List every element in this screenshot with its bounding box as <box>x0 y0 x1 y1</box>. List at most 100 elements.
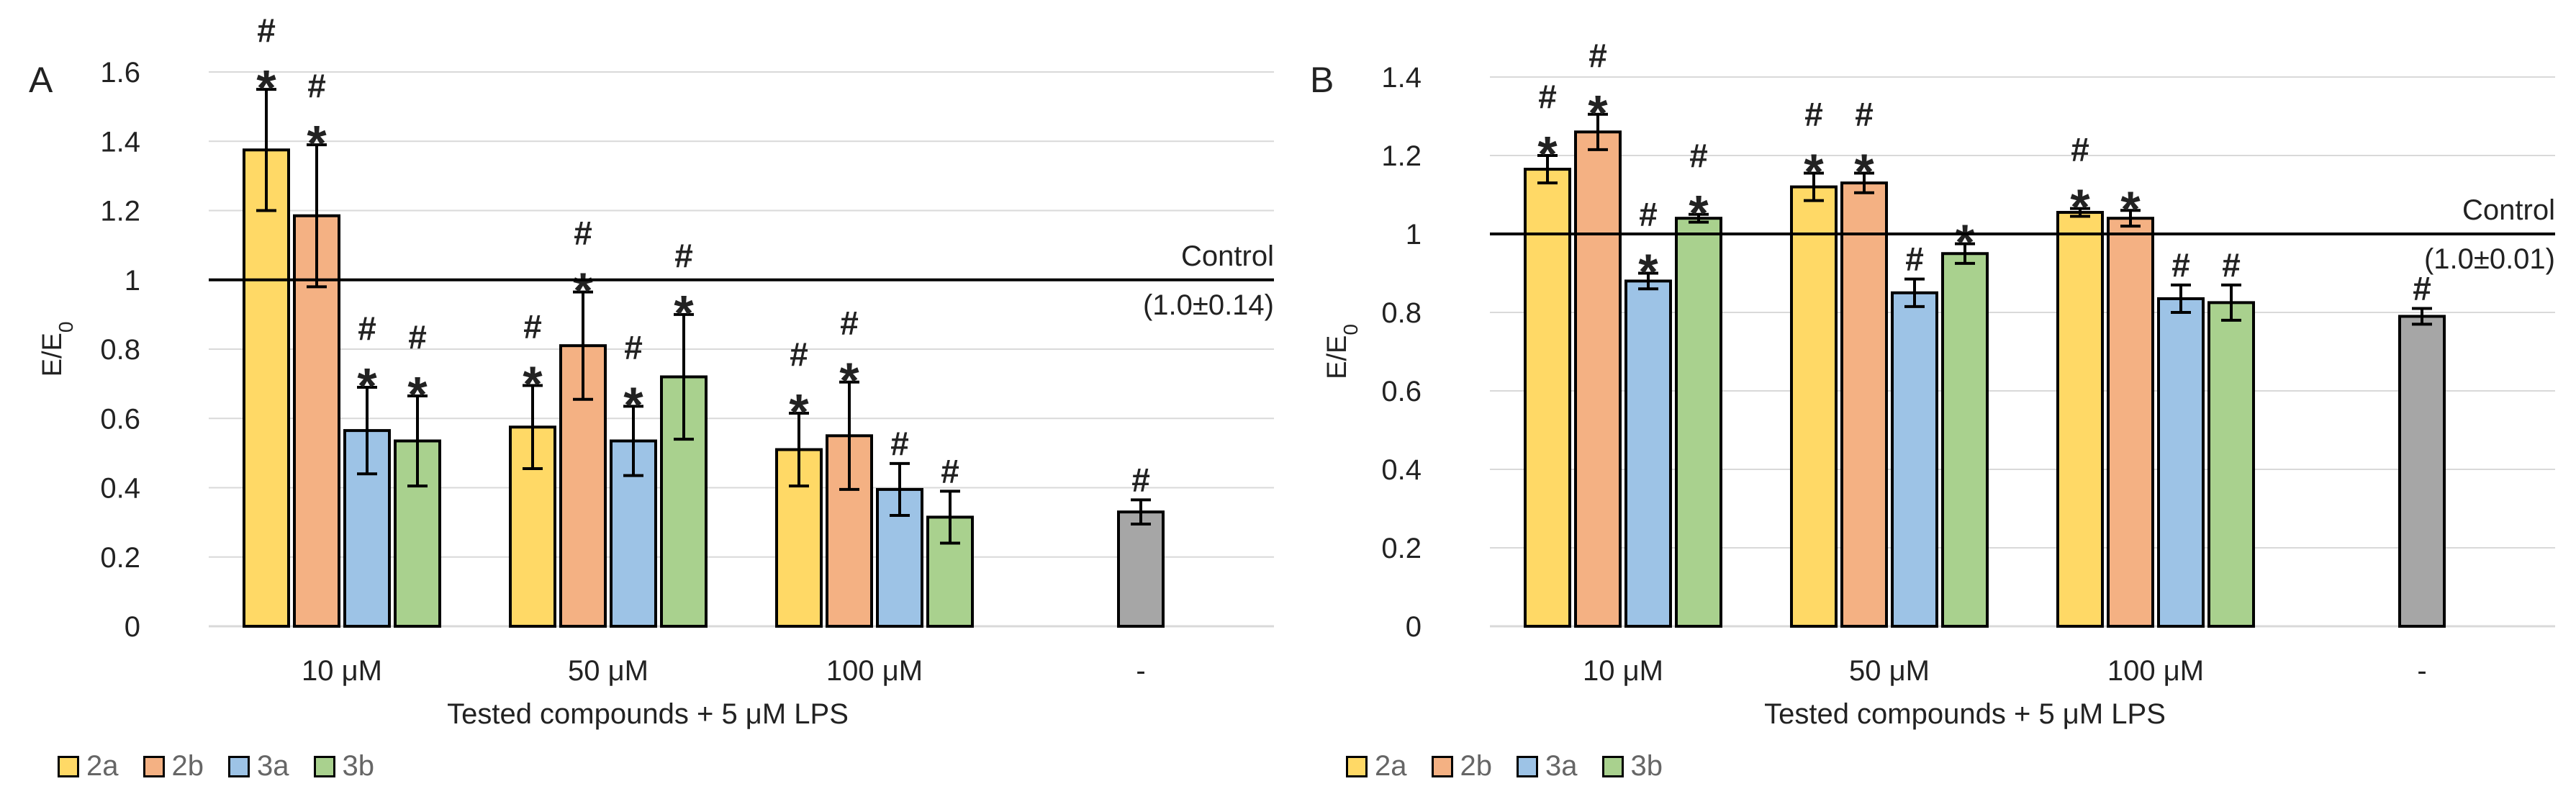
chart-b-legend-label: 2a <box>1375 750 1407 782</box>
chart-a-legend-item-2a: 2a <box>58 750 119 782</box>
chart-b-significance-hash: # <box>2413 270 2431 307</box>
chart-a-significance-hash: # <box>674 237 693 274</box>
chart-b-significance-hash: # <box>1639 196 1658 233</box>
chart-a-significance-hash: # <box>307 67 326 104</box>
chart-b-ytick-label: 0.8 <box>1381 297 1422 329</box>
chart-a-y-axis-label-sub: 0 <box>55 322 77 333</box>
chart-b-panel-label: B <box>1310 60 1334 100</box>
chart-a-significance-star: * <box>357 358 377 414</box>
chart-b-significance-star: * <box>1804 144 1824 200</box>
chart-panel-b: B 0 0.2 0.4 0.6 0.8 1 1.2 1.4 E/E0 * # * # * # * #10 μM * #… <box>1288 0 2576 812</box>
chart-a-significance-star: * <box>407 366 428 423</box>
chart-a-significance-star: * <box>573 263 593 319</box>
chart-b-ytick-label: 1.4 <box>1381 62 1422 94</box>
chart-a-legend-item-2b: 2b <box>143 750 204 782</box>
chart-a-significance-hash: # <box>941 452 959 490</box>
chart-b-significance-hash: # <box>2171 246 2190 284</box>
chart-b-ytick-label: 1 <box>1406 219 1422 251</box>
chart-a-bar-LPS-3 <box>1117 510 1165 628</box>
chart-a-significance-hash: # <box>408 318 427 356</box>
chart-a-significance-hash: # <box>257 12 276 49</box>
chart-b-xtick-label: - <box>2417 655 2426 687</box>
chart-b-bar-LPS-3 <box>2398 315 2446 628</box>
chart-a-legend-item-3b: 3b <box>313 750 375 782</box>
chart-a-xtick-label: - <box>1136 655 1145 687</box>
chart-b-significance-star: * <box>1854 144 1874 200</box>
chart-b-significance-hash: # <box>1588 37 1607 74</box>
chart-a-significance-hash: # <box>1131 461 1150 498</box>
chart-b-legend: 2a 2b 3a 3b <box>1346 750 1663 782</box>
chart-a-significance-hash: # <box>358 310 376 347</box>
chart-a-legend-swatch <box>58 755 79 777</box>
chart-b-bar-3b-0 <box>1675 217 1722 628</box>
chart-b-bar-3a-0 <box>1624 279 1672 628</box>
chart-b-significance-star: * <box>2120 181 2141 237</box>
chart-a-ytick-label: 0.6 <box>100 403 140 435</box>
chart-b-legend-swatch <box>1346 755 1368 777</box>
chart-b-xtick-label: 100 μM <box>2107 655 2204 687</box>
chart-b-significance-hash: # <box>1804 96 1823 133</box>
chart-b-significance-hash: # <box>2071 131 2089 168</box>
chart-a-ytick-label: 0.4 <box>100 473 140 505</box>
chart-a-legend-swatch <box>143 755 165 777</box>
chart-a-bar-2a-0 <box>243 148 290 628</box>
chart-a-ytick-label: 1.6 <box>100 57 140 89</box>
chart-b-y-axis-label-sub: 0 <box>1339 324 1362 335</box>
chart-a-significance-star: * <box>307 115 327 171</box>
chart-b-significance-star: * <box>1537 126 1558 182</box>
chart-b-x-axis-title: Tested compounds + 5 μM LPS <box>1764 698 2166 730</box>
chart-b-legend-swatch <box>1601 755 1624 777</box>
chart-b-legend-item-2a: 2a <box>1346 750 1407 782</box>
chart-b-legend-item-2b: 2b <box>1431 750 1493 782</box>
chart-a-panel-label: A <box>29 60 53 100</box>
chart-b-plot: B 0 0.2 0.4 0.6 0.8 1 1.2 1.4 E/E0 * # * # * # * #10 μM * #… <box>1310 37 2555 730</box>
chart-a-significance-star: * <box>789 384 809 440</box>
chart-a-ytick-label: 1.4 <box>100 126 140 158</box>
chart-a-significance-hash: # <box>790 335 808 373</box>
chart-b-legend-item-3b: 3b <box>1601 750 1663 782</box>
chart-b-xtick-label: 10 μM <box>1583 655 1663 687</box>
chart-a-significance-star: * <box>674 285 694 341</box>
chart-b-bar-2a-1 <box>1790 185 1838 628</box>
chart-b-legend-label: 3a <box>1545 750 1578 782</box>
chart-b-significance-hash: # <box>1538 78 1557 115</box>
chart-a-legend-label: 3b <box>342 750 375 782</box>
chart-b-significance-hash: # <box>1689 137 1708 174</box>
chart-a-ytick-label: 0.2 <box>100 542 140 574</box>
chart-a-significance-hash: # <box>890 425 909 462</box>
chart-a-y-axis-label-main: E/E <box>37 333 68 376</box>
chart-b-significance-star: * <box>1689 185 1709 241</box>
chart-b-bar-3a-2 <box>2157 297 2205 628</box>
chart-a-ytick-label: 1 <box>125 265 140 297</box>
chart-panel-a: A 0 0.2 0.4 0.6 0.8 1 1.2 1.4 1.6 E/E0 * # * # * # * #10 μ… <box>29 12 1274 782</box>
chart-b-ytick-label: 1.2 <box>1381 140 1422 172</box>
chart-b-bar-2b-0 <box>1574 130 1622 628</box>
chart-b-significance-hash: # <box>2222 246 2241 284</box>
chart-a-significance-star: * <box>523 356 543 412</box>
chart-b-legend-label: 3b <box>1630 750 1663 782</box>
chart-b-significance-hash: # <box>1905 240 1924 278</box>
chart-b-ytick-label: 0.2 <box>1381 533 1422 564</box>
chart-a-legend-label: 3a <box>257 750 289 782</box>
chart-a-plot: A00.20.40.60.811.21.41.6E/E0*#*#*#*#10 μ… <box>29 12 1274 730</box>
chart-b-legend-label: 2b <box>1460 750 1493 782</box>
chart-a-ytick-label: 0 <box>125 611 140 643</box>
chart-a-xtick-label: 50 μM <box>568 655 648 687</box>
chart-a-xtick-label: 10 μM <box>302 655 382 687</box>
chart-b-significance-star: * <box>1588 85 1608 141</box>
chart-b-significance-star: * <box>1955 215 1975 271</box>
chart-b-control-sublabel: (1.0±0.01) <box>2424 243 2555 275</box>
chart-a-significance-star: * <box>839 353 859 409</box>
chart-b-bar-3b-1 <box>1941 252 1989 628</box>
chart-b-bar-3b-2 <box>2207 301 2255 628</box>
chart-a-legend-swatch <box>228 755 250 777</box>
chart-a-xtick-label: 100 μM <box>826 655 923 687</box>
chart-a-control-label: Control <box>1181 240 1274 272</box>
chart-a-ytick-label: 0.8 <box>100 334 140 366</box>
chart-b-ytick-label: 0.6 <box>1381 376 1422 407</box>
chart-b-legend-swatch <box>1517 755 1538 777</box>
chart-b-bar-2b-2 <box>2107 217 2154 628</box>
chart-a-significance-hash: # <box>574 215 592 252</box>
chart-b-ytick-label: 0.4 <box>1381 454 1422 486</box>
chart-b-y-axis-label: E/E0 <box>1322 324 1362 379</box>
